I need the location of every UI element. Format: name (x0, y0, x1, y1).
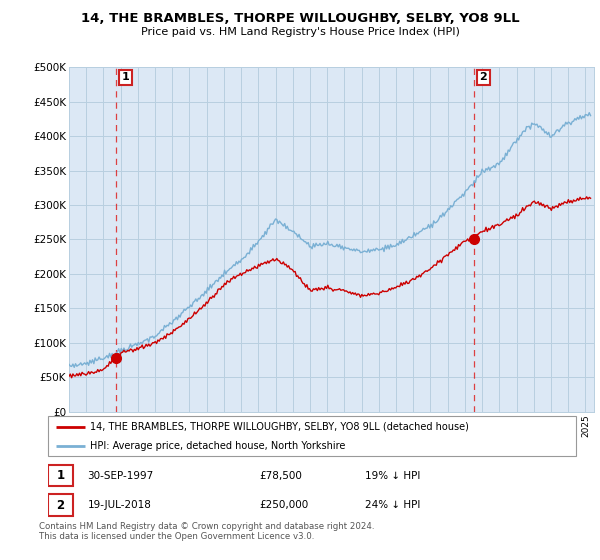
Text: Contains HM Land Registry data © Crown copyright and database right 2024.: Contains HM Land Registry data © Crown c… (39, 522, 374, 531)
Bar (48, 465, 73, 486)
Text: 14, THE BRAMBLES, THORPE WILLOUGHBY, SELBY, YO8 9LL (detached house): 14, THE BRAMBLES, THORPE WILLOUGHBY, SEL… (90, 422, 469, 432)
Text: 24% ↓ HPI: 24% ↓ HPI (365, 500, 420, 510)
Text: 1: 1 (56, 469, 65, 482)
Text: 30-SEP-1997: 30-SEP-1997 (88, 470, 154, 480)
Text: 19-JUL-2018: 19-JUL-2018 (88, 500, 151, 510)
Bar (48, 494, 73, 516)
Text: 14, THE BRAMBLES, THORPE WILLOUGHBY, SELBY, YO8 9LL: 14, THE BRAMBLES, THORPE WILLOUGHBY, SEL… (80, 12, 520, 25)
Text: 19% ↓ HPI: 19% ↓ HPI (365, 470, 420, 480)
Text: 1: 1 (121, 72, 129, 82)
Text: 2: 2 (56, 498, 65, 512)
Text: HPI: Average price, detached house, North Yorkshire: HPI: Average price, detached house, Nort… (90, 441, 346, 450)
Text: This data is licensed under the Open Government Licence v3.0.: This data is licensed under the Open Gov… (39, 532, 314, 541)
Text: £78,500: £78,500 (259, 470, 302, 480)
Text: Price paid vs. HM Land Registry's House Price Index (HPI): Price paid vs. HM Land Registry's House … (140, 27, 460, 37)
Text: £250,000: £250,000 (259, 500, 308, 510)
Text: 2: 2 (479, 72, 487, 82)
